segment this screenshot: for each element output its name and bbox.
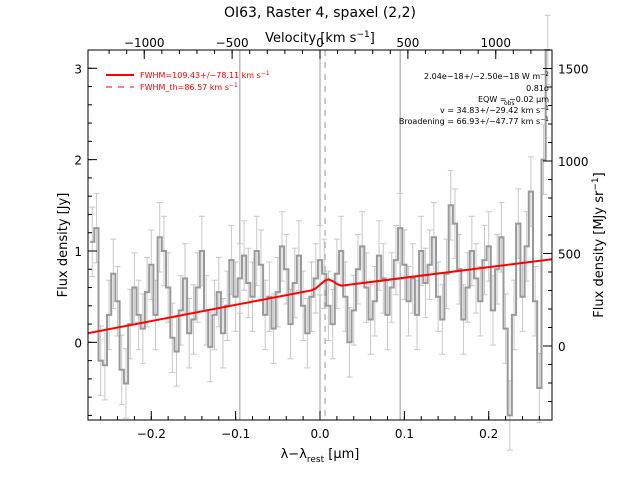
v-tick-label: 0 [316, 36, 324, 50]
y-right-tick-label: 1500 [558, 63, 589, 77]
annotation-sigma: 0.81σ [526, 84, 549, 93]
x-tick-label: 0.2 [479, 427, 498, 441]
y-right-axis-label: Flux density [MJy sr−1] [591, 172, 607, 317]
v-tick-label: −1000 [124, 36, 165, 50]
legend-entry-fwhm-th: FWHM_th=86.57 km s−1 [140, 82, 238, 92]
y-tick-label: 2 [74, 154, 82, 168]
y-tick-label: 0 [74, 336, 82, 350]
legend-entry-fwhm: FWHM=109.43+/−78.11 km s−1 [140, 70, 270, 80]
annotation-broadening: Broadening = 66.93+/−47.77 km s−1 [399, 116, 549, 126]
spectrum-series [90, 49, 550, 417]
annotation-eqw: EQW = −0.02 μm [478, 95, 549, 104]
y-tick-label: 1 [74, 245, 82, 259]
top-axis-label: Velocity [km s−1] [265, 30, 375, 46]
v-tick-label: −500 [216, 36, 249, 50]
y-right-tick-label: 1000 [558, 155, 589, 169]
legend: FWHM=109.43+/−78.11 km s−1 FWHM_th=86.57… [106, 70, 270, 92]
series-layer [87, 14, 553, 451]
x-tick-label: 0.0 [310, 427, 329, 441]
x-axis-label: λ−λrest [μm] [281, 447, 360, 465]
fit-series [87, 258, 553, 335]
annotation-flux: 2.04e−18+/−2.50e−18 W m−2 [424, 71, 549, 81]
y-axis-label: Flux density [Jy] [56, 193, 71, 298]
y-right-tick-label: 500 [558, 248, 581, 262]
chart-title: OI63, Raster 4, spaxel (2,2) [224, 5, 416, 21]
v-tick-label: 1000 [480, 36, 511, 50]
x-tick-label: −0.1 [221, 427, 250, 441]
x-tick-label: −0.2 [137, 427, 166, 441]
v-tick-label: 500 [396, 36, 419, 50]
x-tick-label: 0.1 [395, 427, 414, 441]
y-right-tick-label: 0 [558, 340, 566, 354]
axes: −0.2 −0.1 0.0 0.1 0.2 −1000 −500 0 500 1000 0 1 2 3 0 5… [74, 36, 588, 441]
annotation-eqw-sub: obs [504, 100, 515, 107]
annotations: 2.04e−18+/−2.50e−18 W m−2 0.81σ EQW = −0… [399, 71, 549, 126]
y-tick-label: 3 [74, 62, 82, 76]
annotation-velocity: v = 34.83+/−29.42 km s−1 [440, 105, 549, 115]
